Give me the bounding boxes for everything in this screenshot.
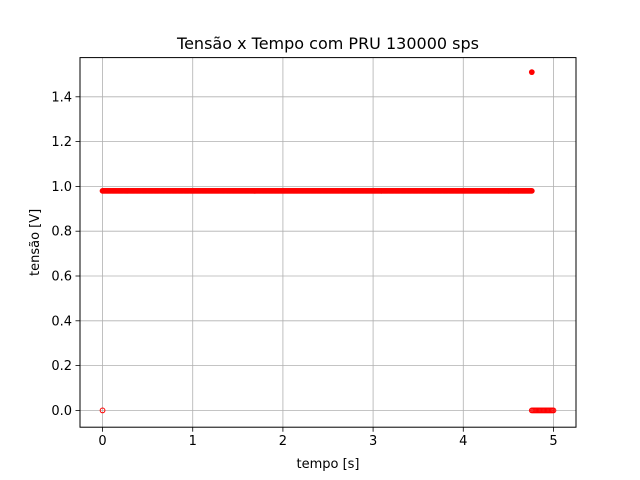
data-point bbox=[550, 407, 557, 414]
y-tick-label: 0.6 bbox=[51, 270, 72, 285]
y-tick-label: 1.4 bbox=[51, 90, 72, 105]
x-tick-label: 0 bbox=[98, 434, 106, 449]
x-tick-label: 1 bbox=[189, 434, 197, 449]
y-axis-label: tensão [V] bbox=[28, 209, 43, 276]
data-points bbox=[99, 69, 557, 414]
y-tick-label: 1.0 bbox=[51, 180, 72, 195]
y-tick-label: 0.2 bbox=[51, 359, 72, 374]
data-point bbox=[528, 69, 535, 76]
y-tick-label: 1.2 bbox=[51, 135, 72, 150]
x-tick-label: 3 bbox=[369, 434, 377, 449]
x-tick-label: 5 bbox=[549, 434, 557, 449]
y-tick-label: 0.0 bbox=[51, 404, 72, 419]
x-tick-label: 4 bbox=[459, 434, 467, 449]
x-tick-label: 2 bbox=[279, 434, 287, 449]
axes-background bbox=[80, 57, 576, 428]
y-tick-label: 0.4 bbox=[51, 314, 72, 329]
data-point bbox=[528, 187, 535, 194]
y-tick-label: 0.8 bbox=[51, 225, 72, 240]
grid-lines bbox=[80, 57, 576, 428]
x-axis-label: tempo [s] bbox=[296, 457, 359, 472]
axes-frame bbox=[79, 57, 577, 428]
chart-title: Tensão x Tempo com PRU 130000 sps bbox=[176, 34, 479, 53]
axis-ticks: 0 1 2 3 4 5 0.0 0.2 0.4 0.6 0.8 1.0 1.2 1.4 bbox=[51, 90, 557, 449]
data-point bbox=[99, 407, 106, 414]
